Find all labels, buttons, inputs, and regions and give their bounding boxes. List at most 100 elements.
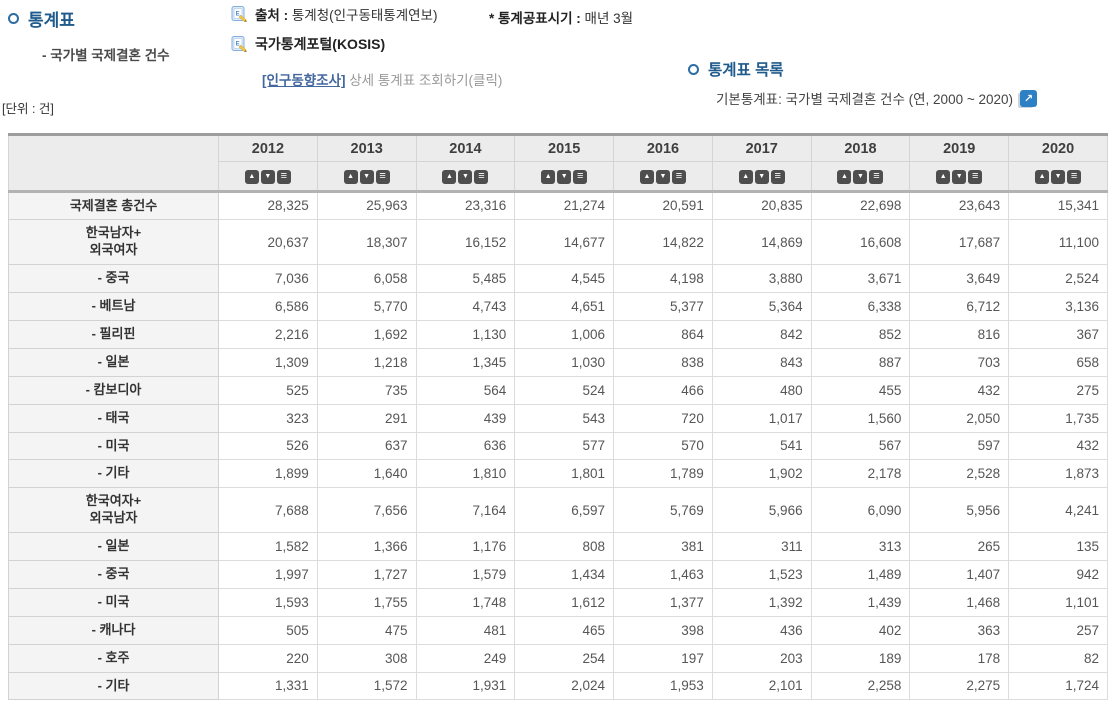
sort-desc-icon[interactable]: ▼ <box>1051 169 1066 184</box>
circle-bullet-icon <box>688 63 699 75</box>
value-cell-2012-row15: 220 <box>218 643 318 673</box>
survey-link-caption: 상세 통계표 조회하기(클릭) <box>345 73 503 88</box>
value-cell-2018-row2: 3,671 <box>810 264 911 294</box>
value-cell-2016-row8: 570 <box>613 431 713 461</box>
value-cell-2014-row3: 4,743 <box>415 292 516 321</box>
value-cell-2016-row14: 398 <box>613 615 713 645</box>
external-link-icon[interactable]: ↗ <box>1020 89 1037 107</box>
sort-desc-icon[interactable]: ▼ <box>359 169 374 184</box>
value-cell-2017-row14: 436 <box>711 615 812 645</box>
value-cell-2015-row3: 4,651 <box>514 292 615 321</box>
value-cell-2019-row16: 2,275 <box>909 671 1010 701</box>
value-cell-2020-row2: 2,524 <box>1008 264 1108 294</box>
value-cell-2013-row9: 1,640 <box>316 459 417 489</box>
sort-button-group: ▲ ▼ ≡ <box>639 169 686 184</box>
value-cell-2013-row16: 1,572 <box>316 671 417 701</box>
value-cell-2012-row6: 525 <box>218 375 318 405</box>
value-cell-2019-row7: 2,050 <box>909 403 1010 433</box>
value-cell-2017-row2: 3,880 <box>711 264 812 294</box>
section-title-stats-table: 통계표 <box>8 6 170 31</box>
stats-table: 2012 2013 2014 2015 2016 2017 2018 2019 2020 ▲ ▼ ≡… <box>8 133 1108 701</box>
sort-menu-icon[interactable]: ≡ <box>375 169 390 184</box>
value-cell-2020-row0: 15,341 <box>1008 190 1108 221</box>
sort-button-group: ▲ ▼ ≡ <box>343 169 390 184</box>
sort-button-group: ▲ ▼ ≡ <box>837 169 884 184</box>
value-cell-2017-row1: 14,869 <box>711 219 812 266</box>
sort-button-group: ▲ ▼ ≡ <box>738 169 785 184</box>
row-label: - 베트남 <box>8 292 219 321</box>
sort-desc-icon[interactable]: ▼ <box>952 169 967 184</box>
sort-asc-icon[interactable]: ▲ <box>936 169 951 184</box>
sort-asc-icon[interactable]: ▲ <box>244 169 259 184</box>
value-cell-2013-row8: 637 <box>316 431 417 461</box>
value-cell-2017-row11: 311 <box>711 532 812 561</box>
sort-asc-icon[interactable]: ▲ <box>1035 169 1050 184</box>
sort-menu-icon[interactable]: ≡ <box>968 169 983 184</box>
unit-label: [단위 : 건] <box>2 102 54 116</box>
sort-menu-icon[interactable]: ≡ <box>573 169 588 184</box>
value-cell-2015-row2: 4,545 <box>514 264 615 294</box>
page-title: 통계표 <box>28 11 75 30</box>
sort-desc-icon[interactable]: ▼ <box>458 169 473 184</box>
value-cell-2017-row16: 2,101 <box>711 671 812 701</box>
row-label: - 기타 <box>8 671 219 701</box>
stats-table-heading-block: 통계표 - 국가별 국제결혼 건수 <box>8 6 170 64</box>
sort-button-group: ▲ ▼ ≡ <box>936 169 983 184</box>
value-cell-2019-row13: 1,468 <box>909 587 1010 617</box>
sort-desc-icon[interactable]: ▼ <box>655 169 670 184</box>
sort-desc-icon[interactable]: ▼ <box>557 169 572 184</box>
value-cell-2020-row16: 1,724 <box>1008 671 1108 701</box>
value-cell-2015-row11: 808 <box>514 532 615 561</box>
sort-menu-icon[interactable]: ≡ <box>869 169 884 184</box>
value-cell-2015-row0: 21,274 <box>514 190 615 221</box>
value-cell-2020-row6: 275 <box>1008 375 1108 405</box>
sort-desc-icon[interactable]: ▼ <box>260 169 275 184</box>
value-cell-2016-row10: 5,769 <box>613 487 713 534</box>
sort-controls-2017: ▲ ▼ ≡ <box>711 161 812 193</box>
sort-menu-icon[interactable]: ≡ <box>276 169 291 184</box>
value-cell-2013-row10: 7,656 <box>316 487 417 534</box>
year-column-header-2014: 2014 <box>415 134 516 162</box>
value-cell-2019-row10: 5,956 <box>909 487 1010 534</box>
value-cell-2017-row7: 1,017 <box>711 403 812 433</box>
value-cell-2019-row6: 432 <box>909 375 1010 405</box>
value-cell-2017-row10: 5,966 <box>711 487 812 534</box>
table-list-item-label: 기본통계표: 국가별 국제결혼 건수 (연, 2000 ~ 2020) <box>716 92 1013 107</box>
survey-link[interactable]: [인구동향조사] <box>262 73 346 88</box>
value-cell-2017-row0: 20,835 <box>711 190 812 221</box>
value-cell-2013-row4: 1,692 <box>316 319 417 349</box>
value-cell-2016-row2: 4,198 <box>613 264 713 294</box>
sort-menu-icon[interactable]: ≡ <box>671 169 686 184</box>
value-cell-2017-row6: 480 <box>711 375 812 405</box>
sort-desc-icon[interactable]: ▼ <box>754 169 769 184</box>
value-cell-2014-row4: 1,130 <box>415 319 516 349</box>
sort-menu-icon[interactable]: ≡ <box>1067 169 1082 184</box>
sort-asc-icon[interactable]: ▲ <box>541 169 556 184</box>
value-cell-2014-row12: 1,579 <box>415 559 516 589</box>
sort-controls-2012: ▲ ▼ ≡ <box>218 161 318 193</box>
stats-table-list-block: 통계표 목록 기본통계표: 국가별 국제결혼 건수 (연, 2000 ~ 202… <box>688 58 1037 108</box>
value-cell-2020-row12: 942 <box>1008 559 1108 589</box>
value-cell-2014-row16: 1,931 <box>415 671 516 701</box>
sort-menu-icon[interactable]: ≡ <box>474 169 489 184</box>
sort-asc-icon[interactable]: ▲ <box>639 169 654 184</box>
sort-menu-icon[interactable]: ≡ <box>770 169 785 184</box>
value-cell-2013-row7: 291 <box>316 403 417 433</box>
kosis-line: E 국가통계포털(KOSIS) <box>231 34 385 54</box>
sort-asc-icon[interactable]: ▲ <box>442 169 457 184</box>
svg-text:E: E <box>236 41 240 47</box>
publish-label: * 통계공표시기 : <box>489 11 581 26</box>
sort-desc-icon[interactable]: ▼ <box>853 169 868 184</box>
value-cell-2014-row15: 249 <box>415 643 516 673</box>
value-cell-2019-row1: 17,687 <box>909 219 1010 266</box>
value-cell-2019-row11: 265 <box>909 532 1010 561</box>
table-row: - 미국 1,593 1,755 1,748 1,612 1,377 1,392 1,439 1… <box>8 587 1108 617</box>
value-cell-2017-row15: 203 <box>711 643 812 673</box>
sort-asc-icon[interactable]: ▲ <box>837 169 852 184</box>
value-cell-2019-row9: 2,528 <box>909 459 1010 489</box>
sort-asc-icon[interactable]: ▲ <box>738 169 753 184</box>
table-row: 한국남자+ 외국여자 20,637 18,307 16,152 14,677 14,822… <box>8 219 1108 266</box>
value-cell-2016-row13: 1,377 <box>613 587 713 617</box>
sort-asc-icon[interactable]: ▲ <box>343 169 358 184</box>
source-value: 통계청(인구동태통계연보) <box>291 8 438 23</box>
